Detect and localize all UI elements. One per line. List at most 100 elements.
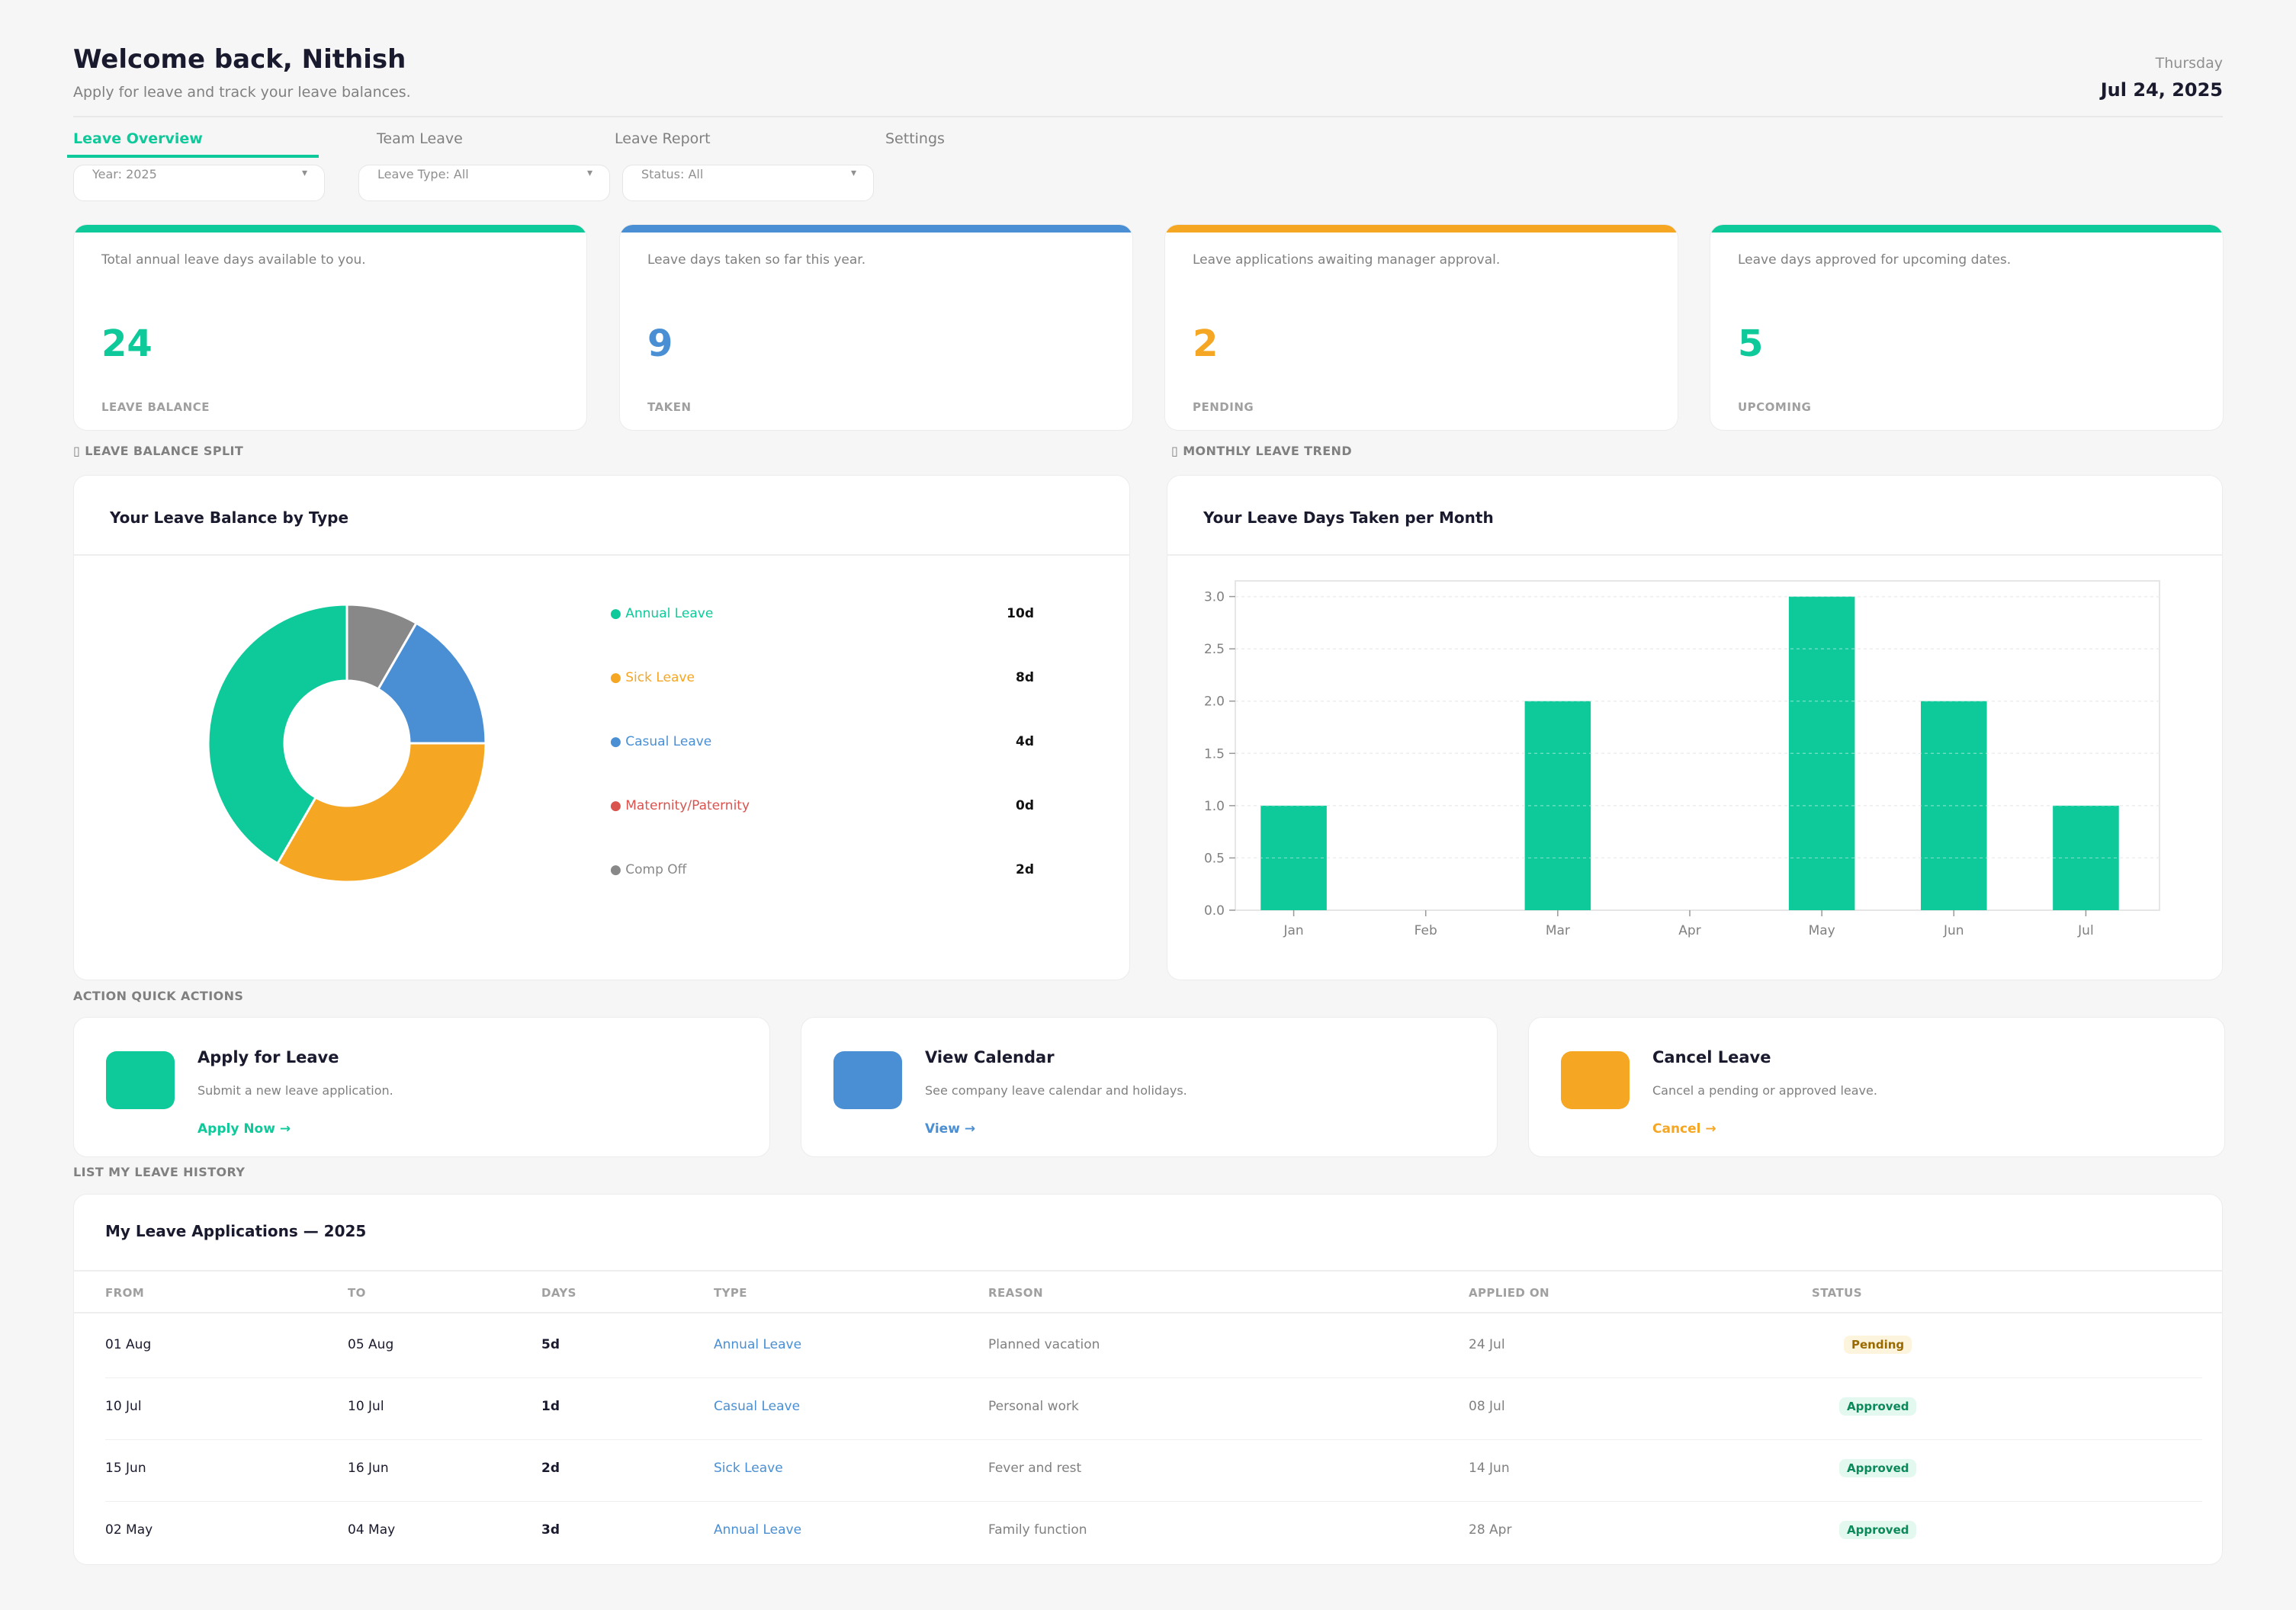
row-divider [105, 1439, 2202, 1440]
column-header-to: TO [348, 1286, 366, 1300]
legend-item-comp-off: ● Comp Off [610, 862, 687, 877]
x-tick-label: Jan [1283, 923, 1303, 938]
leave-balance-donut-chart [207, 603, 487, 884]
status-filter[interactable]: Status: All ▾ [622, 165, 874, 201]
quick-action-cancel-leave[interactable]: Cancel Leave Cancel a pending or approve… [1528, 1017, 2225, 1157]
y-tick-label: 3.0 [1204, 590, 1225, 605]
cell-days: 2d [541, 1461, 560, 1476]
x-tick-label: Mar [1546, 923, 1570, 938]
cell-to: 16 Jun [348, 1461, 389, 1476]
panel-divider [73, 554, 1130, 556]
kpi-card-leave-balance: Total annual leave days available to you… [73, 224, 587, 431]
chevron-down-icon: ▾ [301, 167, 307, 179]
y-tick-label: 0.5 [1204, 851, 1225, 866]
donut-slice-annual-leave [207, 603, 348, 865]
tab-leave-overview[interactable]: Leave Overview [73, 130, 203, 147]
kpi-description: Leave days approved for upcoming dates. [1738, 252, 2012, 268]
section-label-history: LIST MY LEAVE HISTORY [73, 1165, 246, 1179]
cell-reason: Fever and rest [988, 1461, 1082, 1476]
status-badge: Approved [1839, 1521, 1917, 1539]
kpi-label: PENDING [1193, 400, 1254, 414]
legend-value-annual-leave: 10d [1007, 606, 1034, 621]
kpi-label: UPCOMING [1738, 400, 1812, 414]
calendar-icon [833, 1051, 902, 1109]
y-tick-label: 0.0 [1204, 903, 1225, 919]
pie-chart-icon: ▯ [73, 444, 81, 458]
cell-reason: Family function [988, 1522, 1087, 1538]
active-tab-indicator [67, 155, 319, 158]
row-divider [105, 1501, 2202, 1502]
plot-frame [1235, 580, 2160, 911]
cell-to: 10 Jul [348, 1399, 384, 1414]
y-tick-label: 1.0 [1204, 799, 1225, 814]
panel-divider [1167, 554, 2223, 556]
kpi-card-pending: Leave applications awaiting manager appr… [1164, 224, 1678, 431]
status-filter-label: Status: All [641, 167, 704, 181]
cell-from: 15 Jun [105, 1461, 146, 1476]
quick-action-view-calendar[interactable]: View Calendar See company leave calendar… [801, 1017, 1498, 1157]
cell-to: 04 May [348, 1522, 396, 1538]
tab-team-leave[interactable]: Team Leave [377, 130, 463, 147]
column-header-type: TYPE [714, 1286, 747, 1300]
kpi-description: Leave days taken so far this year. [647, 252, 866, 268]
x-tick-label: May [1809, 923, 1835, 938]
leave-balance-panel-title: Your Leave Balance by Type [110, 508, 349, 527]
view-calendar-link[interactable]: View → [925, 1121, 976, 1137]
legend-item-maternity-paternity: ● Maternity/Paternity [610, 798, 750, 813]
current-day: Thursday [2155, 55, 2223, 72]
cell-applied: 14 Jun [1469, 1461, 1510, 1476]
apply-leave-icon [106, 1051, 175, 1109]
kpi-accent-bar [74, 225, 586, 233]
kpi-description: Total annual leave days available to you… [101, 252, 366, 268]
cell-reason: Planned vacation [988, 1337, 1100, 1352]
monthly-trend-panel [1167, 475, 2223, 980]
section-label-monthly-trend: ▯ MONTHLY LEAVE TREND [1171, 444, 1353, 458]
column-header-reason: REASON [988, 1286, 1043, 1300]
apply-now-link[interactable]: Apply Now → [197, 1121, 291, 1137]
chevron-down-icon: ▾ [586, 167, 592, 179]
quick-action-description: Submit a new leave application. [197, 1083, 393, 1098]
column-header-status: STATUS [1812, 1286, 1862, 1300]
legend-item-annual-leave: ● Annual Leave [610, 606, 714, 621]
kpi-label: LEAVE BALANCE [101, 400, 210, 414]
page-title: Welcome back, Nithish [73, 44, 406, 75]
page-subtitle: Apply for leave and track your leave bal… [73, 84, 411, 101]
column-header-days: DAYS [541, 1286, 576, 1300]
tab-settings[interactable]: Settings [885, 130, 945, 147]
legend-value-comp-off: 2d [1016, 862, 1034, 877]
y-tick-label: 2.5 [1204, 642, 1225, 657]
kpi-description: Leave applications awaiting manager appr… [1193, 252, 1501, 268]
year-filter-label: Year: 2025 [92, 167, 157, 181]
cancel-leave-link[interactable]: Cancel → [1652, 1121, 1716, 1137]
kpi-accent-bar [620, 225, 1132, 233]
quick-action-apply-leave[interactable]: Apply for Leave Submit a new leave appli… [73, 1017, 770, 1157]
tab-leave-report[interactable]: Leave Report [615, 130, 711, 147]
kpi-value: 9 [647, 322, 673, 365]
kpi-accent-bar [1165, 225, 1678, 233]
cell-applied: 24 Jul [1469, 1337, 1505, 1352]
cell-days: 1d [541, 1399, 560, 1414]
bar-jul [2053, 805, 2119, 910]
header-divider [73, 116, 2223, 117]
bar-may [1788, 596, 1855, 910]
legend-item-sick-leave: ● Sick Leave [610, 670, 695, 685]
cell-to: 05 Aug [348, 1337, 394, 1352]
cell-applied: 28 Apr [1469, 1522, 1512, 1538]
legend-item-casual-leave: ● Casual Leave [610, 734, 712, 749]
year-filter[interactable]: Year: 2025 ▾ [73, 165, 325, 201]
bar-jan [1260, 805, 1327, 910]
status-badge: Pending [1844, 1336, 1912, 1354]
kpi-accent-bar [1710, 225, 2223, 233]
section-label-balance-split: ▯ LEAVE BALANCE SPLIT [73, 444, 244, 458]
cell-from: 01 Aug [105, 1337, 152, 1352]
kpi-value: 5 [1738, 322, 1764, 365]
monthly-trend-panel-title: Your Leave Days Taken per Month [1203, 508, 1494, 527]
leave-type-filter-label: Leave Type: All [377, 167, 469, 181]
cell-from: 10 Jul [105, 1399, 142, 1414]
cell-type: Casual Leave [714, 1399, 801, 1414]
quick-action-title: View Calendar [925, 1048, 1055, 1066]
leave-type-filter[interactable]: Leave Type: All ▾ [358, 165, 610, 201]
x-tick-label: Jun [1943, 923, 1964, 938]
cell-type: Sick Leave [714, 1461, 783, 1476]
header-divider [73, 1312, 2223, 1313]
